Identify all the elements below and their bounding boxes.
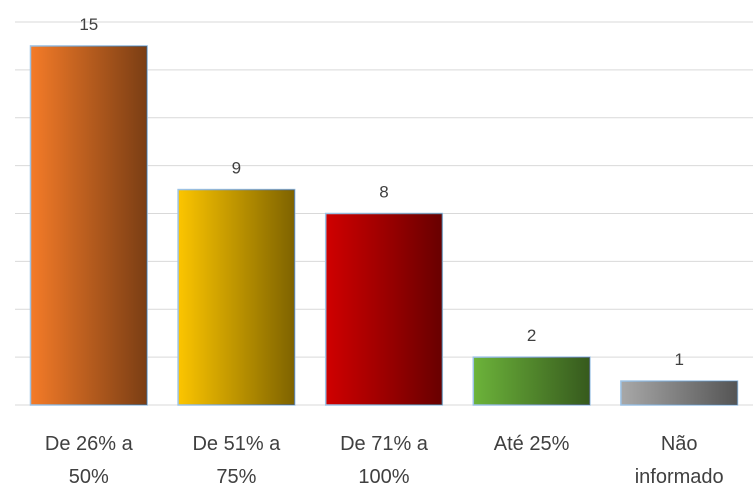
bar <box>324 212 444 406</box>
x-tick-label: Não informado <box>634 433 724 488</box>
value-label: 8 <box>379 183 388 202</box>
x-tick-label: De 51% a 75% <box>192 433 281 488</box>
x-tick-label: De 71% a 100% <box>340 433 428 488</box>
value-label: 1 <box>674 350 683 369</box>
bar <box>177 188 296 406</box>
x-tick-label: Até 25% <box>493 433 570 455</box>
value-label: 15 <box>79 15 98 34</box>
value-label: 9 <box>232 159 241 178</box>
bar <box>472 356 591 406</box>
x-tick-label: De 26% a 50% <box>44 433 133 488</box>
bar <box>620 380 739 406</box>
value-label: 2 <box>527 326 536 345</box>
bar <box>29 45 148 406</box>
